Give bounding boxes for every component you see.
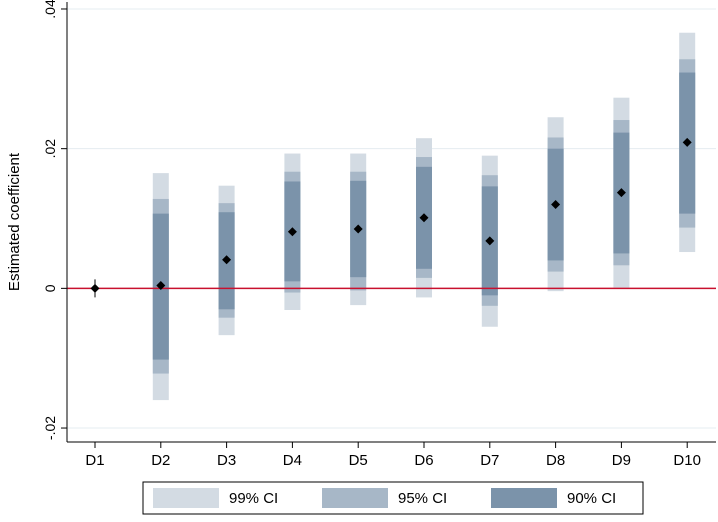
y-tick-label: .04 (42, 0, 58, 19)
point-estimate-d10 (682, 137, 692, 147)
axes-layer: -.02 0 .02 .04 D1 D2 D3 D4 D5 D6 D7 D8 D9 D10 (42, 0, 716, 469)
x-tick-label-d8: D8 (546, 452, 565, 469)
point-estimate-d1 (90, 283, 100, 293)
point-estimate-d9 (616, 188, 626, 198)
legend-label: 95% CI (398, 490, 447, 507)
legend-swatch-90 (491, 488, 557, 508)
x-tick-label-d3: D3 (217, 452, 236, 469)
point-estimate-d4 (287, 227, 297, 237)
x-tick-label-d10: D10 (673, 452, 701, 469)
y-tick-label: -.02 (42, 416, 58, 440)
legend-swatch-99 (153, 488, 219, 508)
point-estimate-d8 (551, 200, 561, 210)
point-estimates-layer (90, 137, 692, 298)
x-tick-label-d9: D9 (612, 452, 631, 469)
x-tick-label-d2: D2 (151, 452, 170, 469)
legend-label: 99% CI (229, 490, 278, 507)
x-tick-label-d1: D1 (85, 452, 104, 469)
x-tick-label-d4: D4 (283, 452, 302, 469)
x-tick-label-d7: D7 (480, 452, 499, 469)
point-estimate-d5 (353, 224, 363, 234)
x-tick-label-d5: D5 (349, 452, 368, 469)
legend: 99% CI 95% CI 90% CI (142, 481, 644, 515)
y-tick-label: .02 (42, 139, 58, 159)
y-tick-label: 0 (42, 284, 58, 292)
y-axis-label: Estimated coefficient (6, 152, 23, 291)
legend-swatch-95 (322, 488, 388, 508)
legend-box (142, 481, 644, 515)
legend-label: 90% CI (567, 490, 616, 507)
point-estimate-d3 (222, 255, 232, 265)
point-estimate-d6 (419, 213, 429, 223)
x-tick-label-d6: D6 (414, 452, 433, 469)
point-estimate-d7 (485, 236, 495, 246)
point-estimate-d2 (156, 281, 166, 291)
